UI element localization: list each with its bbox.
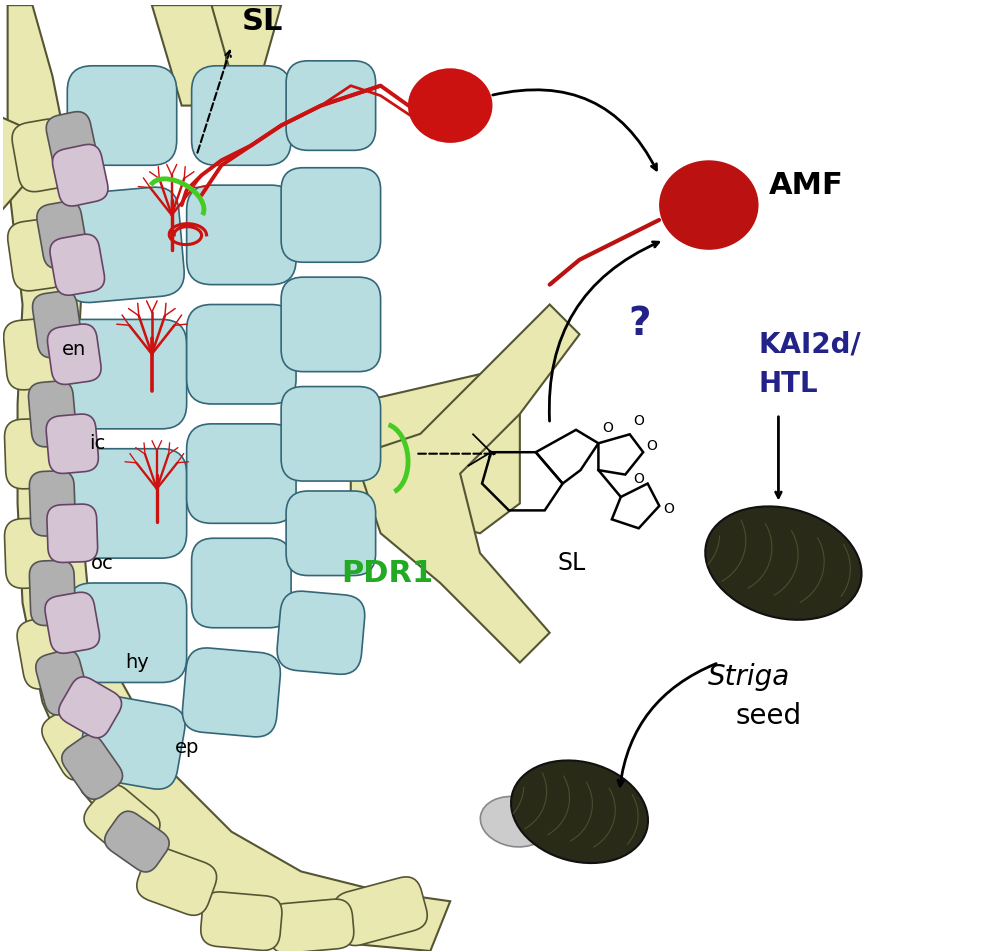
- FancyBboxPatch shape: [32, 291, 82, 358]
- FancyBboxPatch shape: [50, 234, 105, 295]
- FancyBboxPatch shape: [186, 424, 296, 523]
- FancyBboxPatch shape: [186, 304, 296, 404]
- FancyBboxPatch shape: [29, 471, 76, 536]
- FancyBboxPatch shape: [57, 449, 186, 558]
- FancyBboxPatch shape: [334, 877, 428, 945]
- Polygon shape: [8, 5, 450, 951]
- FancyBboxPatch shape: [68, 66, 177, 165]
- Text: O: O: [634, 472, 645, 486]
- FancyBboxPatch shape: [5, 518, 61, 589]
- Text: AMF: AMF: [768, 170, 844, 200]
- FancyBboxPatch shape: [59, 677, 122, 738]
- FancyBboxPatch shape: [47, 324, 101, 384]
- Polygon shape: [361, 304, 580, 663]
- Ellipse shape: [408, 68, 492, 143]
- Polygon shape: [152, 5, 232, 106]
- Text: O: O: [634, 414, 645, 428]
- Polygon shape: [351, 374, 520, 534]
- Polygon shape: [0, 115, 42, 215]
- FancyBboxPatch shape: [68, 583, 186, 683]
- Ellipse shape: [481, 797, 549, 847]
- Text: ep: ep: [175, 738, 199, 757]
- FancyBboxPatch shape: [60, 187, 184, 302]
- Text: ic: ic: [89, 435, 105, 454]
- Polygon shape: [212, 5, 282, 76]
- FancyBboxPatch shape: [186, 185, 296, 284]
- FancyBboxPatch shape: [191, 538, 291, 628]
- FancyBboxPatch shape: [268, 899, 354, 951]
- FancyBboxPatch shape: [282, 167, 381, 262]
- FancyBboxPatch shape: [37, 202, 87, 268]
- FancyBboxPatch shape: [286, 61, 376, 150]
- FancyBboxPatch shape: [286, 491, 376, 575]
- FancyBboxPatch shape: [78, 695, 185, 789]
- Text: seed: seed: [736, 703, 801, 730]
- Text: KAI2d/: KAI2d/: [758, 330, 861, 359]
- FancyBboxPatch shape: [17, 616, 77, 689]
- Text: PDR1: PDR1: [340, 558, 433, 588]
- FancyBboxPatch shape: [84, 785, 160, 859]
- FancyBboxPatch shape: [57, 320, 186, 429]
- FancyBboxPatch shape: [105, 811, 169, 872]
- Text: O: O: [663, 501, 674, 515]
- FancyBboxPatch shape: [29, 560, 76, 626]
- FancyBboxPatch shape: [12, 119, 73, 192]
- FancyBboxPatch shape: [8, 219, 68, 291]
- FancyBboxPatch shape: [28, 381, 77, 447]
- FancyBboxPatch shape: [52, 145, 108, 206]
- Text: HTL: HTL: [758, 370, 818, 398]
- Text: SL: SL: [241, 7, 283, 36]
- FancyBboxPatch shape: [47, 504, 98, 562]
- Ellipse shape: [659, 161, 758, 250]
- FancyBboxPatch shape: [46, 414, 98, 474]
- Ellipse shape: [705, 506, 861, 620]
- FancyBboxPatch shape: [4, 319, 62, 390]
- Text: hy: hy: [125, 653, 149, 672]
- Text: en: en: [62, 340, 86, 359]
- Text: Striga: Striga: [707, 663, 790, 690]
- Text: O: O: [602, 421, 613, 435]
- FancyBboxPatch shape: [277, 592, 365, 674]
- FancyBboxPatch shape: [201, 892, 282, 950]
- FancyBboxPatch shape: [62, 735, 123, 799]
- FancyBboxPatch shape: [282, 386, 381, 481]
- Text: oc: oc: [90, 553, 114, 573]
- Text: ?: ?: [628, 305, 650, 343]
- FancyBboxPatch shape: [35, 650, 89, 715]
- Text: SL: SL: [557, 551, 586, 574]
- FancyBboxPatch shape: [5, 418, 61, 489]
- FancyBboxPatch shape: [136, 847, 217, 916]
- FancyBboxPatch shape: [45, 592, 99, 653]
- Text: O: O: [646, 439, 657, 453]
- FancyBboxPatch shape: [46, 111, 98, 179]
- FancyBboxPatch shape: [182, 648, 281, 737]
- FancyBboxPatch shape: [191, 66, 291, 165]
- FancyBboxPatch shape: [282, 277, 381, 372]
- Ellipse shape: [511, 761, 648, 864]
- FancyBboxPatch shape: [42, 704, 113, 780]
